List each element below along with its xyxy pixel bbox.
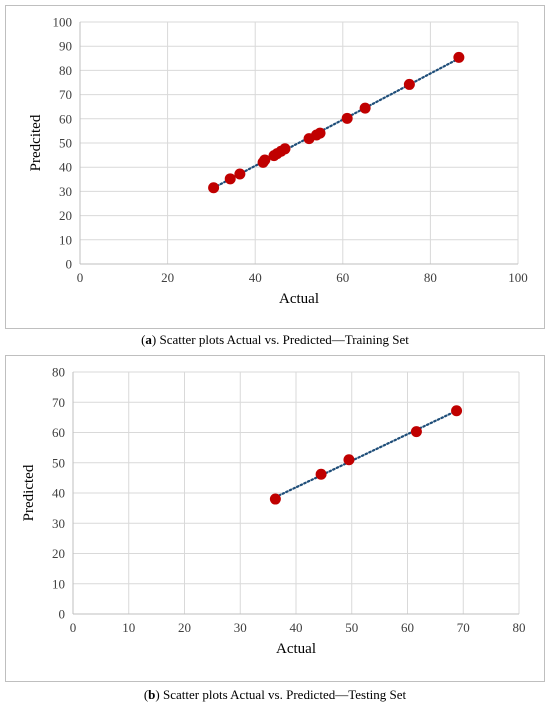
chart-panel-testing: 0 10 20 30 40 50 60 70 80 0 10 20 30 40 50 60 70 80 Actual… bbox=[5, 355, 545, 682]
data-point bbox=[279, 143, 291, 155]
y-tick-label: 70 bbox=[52, 395, 65, 410]
data-point bbox=[315, 468, 327, 480]
y-tick-label: 60 bbox=[59, 111, 72, 126]
data-point bbox=[314, 127, 326, 139]
x-tick-label: 80 bbox=[424, 270, 437, 285]
y-tick-label: 30 bbox=[52, 516, 65, 531]
x-tick-label: 100 bbox=[508, 270, 528, 285]
data-point bbox=[410, 426, 422, 438]
data-point bbox=[343, 454, 355, 466]
data-point bbox=[234, 168, 246, 180]
y-tick-label: 100 bbox=[53, 15, 73, 30]
scatter-chart-testing: 0 10 20 30 40 50 60 70 80 0 10 20 30 40 50 60 70 80 Actual… bbox=[21, 365, 526, 658]
x-tick-label: 0 bbox=[70, 620, 77, 635]
x-tick-label: 70 bbox=[457, 620, 470, 635]
x-tick-label: 10 bbox=[122, 620, 135, 635]
scatter-chart-training: 0 20 40 60 80 100 0 10 20 30 40 50 60 70 80 90 100 Actual… bbox=[28, 15, 528, 308]
data-point bbox=[224, 173, 236, 185]
x-tick-label: 0 bbox=[77, 270, 84, 285]
x-tick-label: 20 bbox=[178, 620, 191, 635]
y-tick-label: 50 bbox=[59, 136, 72, 151]
y-axis-title: Predcited bbox=[28, 114, 44, 171]
y-tick-label: 40 bbox=[59, 160, 72, 175]
x-tick-label: 60 bbox=[336, 270, 349, 285]
y-tick-label: 30 bbox=[59, 184, 72, 199]
data-point bbox=[359, 102, 371, 114]
caption-testing: (b) Scatter plots Actual vs. Predicted—T… bbox=[143, 687, 407, 702]
data-point bbox=[341, 112, 353, 124]
y-tick-label: 10 bbox=[59, 232, 72, 247]
caption-text: Scatter plots Actual vs. Predicted—Train… bbox=[156, 332, 409, 347]
x-tick-label: 40 bbox=[290, 620, 303, 635]
y-tick-label: 60 bbox=[52, 425, 65, 440]
y-tick-label: 20 bbox=[59, 208, 72, 223]
y-tick-label: 80 bbox=[59, 63, 72, 78]
data-point bbox=[208, 182, 220, 194]
y-tick-label: 90 bbox=[59, 39, 72, 54]
caption-text: Scatter plots Actual vs. Predicted—Testi… bbox=[159, 687, 407, 702]
y-tick-label: 40 bbox=[52, 486, 65, 501]
trendline bbox=[212, 57, 460, 189]
data-point bbox=[451, 405, 463, 417]
trendline bbox=[274, 409, 458, 499]
caption-training: (a) Scatter plots Actual vs. Predicted—T… bbox=[141, 332, 409, 347]
x-tick-label: 20 bbox=[161, 270, 174, 285]
y-tick-label: 80 bbox=[52, 365, 65, 380]
chart-panel-training: 0 20 40 60 80 100 0 10 20 30 40 50 60 70 80 90 100 Actual… bbox=[5, 5, 545, 329]
y-tick-label: 0 bbox=[66, 257, 73, 272]
x-tick-label: 40 bbox=[249, 270, 262, 285]
x-axis-title: Actual bbox=[276, 641, 316, 657]
y-axis-title: Predicted bbox=[21, 464, 37, 521]
x-tick-label: 60 bbox=[401, 620, 414, 635]
y-tick-label: 50 bbox=[52, 455, 65, 470]
caption-letter: a bbox=[145, 332, 152, 347]
data-point bbox=[453, 51, 465, 63]
y-tick-label: 0 bbox=[59, 607, 66, 622]
y-tick-label: 20 bbox=[52, 546, 65, 561]
x-tick-label: 50 bbox=[345, 620, 358, 635]
y-tick-label: 70 bbox=[59, 87, 72, 102]
data-point bbox=[259, 154, 271, 166]
x-tick-label: 80 bbox=[513, 620, 526, 635]
x-axis-title: Actual bbox=[279, 291, 319, 307]
data-point bbox=[269, 493, 281, 505]
x-tick-label: 30 bbox=[234, 620, 247, 635]
y-tick-label: 10 bbox=[52, 576, 65, 591]
caption-letter: b bbox=[148, 687, 156, 702]
data-point bbox=[403, 78, 415, 90]
